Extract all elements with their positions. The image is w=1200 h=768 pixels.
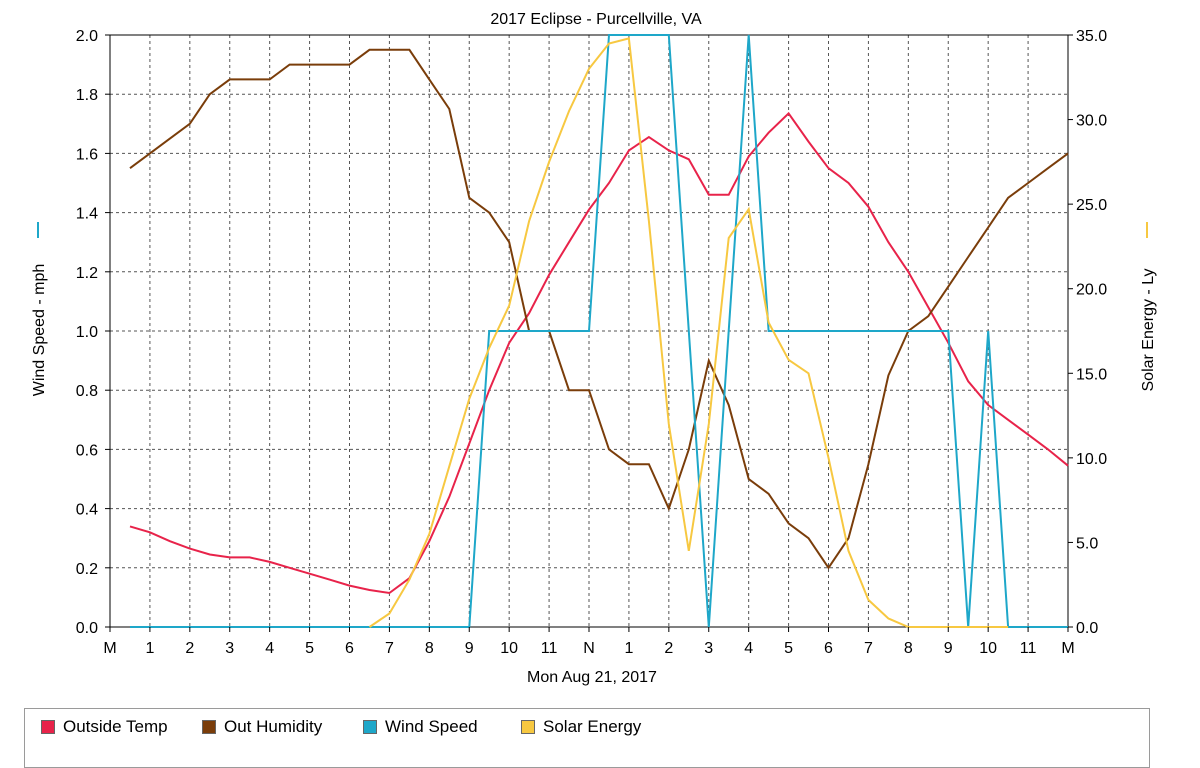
y-right-tick-label: 30.0 xyxy=(1076,113,1107,130)
x-tick-label: 5 xyxy=(305,640,314,657)
legend-swatch-out-humidity xyxy=(202,720,216,734)
y-left-tick-label: 0.0 xyxy=(76,620,98,637)
x-tick-label: 1 xyxy=(624,640,633,657)
x-tick-label: 7 xyxy=(385,640,394,657)
y-right-tick-label: 10.0 xyxy=(1076,451,1107,468)
x-tick-label: 4 xyxy=(744,640,753,657)
chart-title: 2017 Eclipse - Purcellville, VA xyxy=(490,11,702,28)
y-right-tick-label: 0.0 xyxy=(1076,620,1098,637)
x-tick-label: 11 xyxy=(1020,640,1037,657)
x-tick-label: 1 xyxy=(145,640,154,657)
x-tick-label: M xyxy=(103,640,116,657)
left-axis-label: Wind Speed - mph xyxy=(31,264,48,397)
x-tick-label: 8 xyxy=(904,640,913,657)
x-tick-label: 5 xyxy=(784,640,793,657)
legend-item-out-humidity[interactable]: Out Humidity xyxy=(202,717,322,737)
x-tick-label: 10 xyxy=(500,640,518,657)
legend-label-wind-speed: Wind Speed xyxy=(385,717,478,736)
y-left-tick-label: 0.8 xyxy=(76,383,98,400)
y-left-tick-label: 0.2 xyxy=(76,561,98,578)
right-axis-label-group: Solar Energy - Ly xyxy=(1140,222,1157,392)
y-right-tick-label: 35.0 xyxy=(1076,28,1107,45)
y-left-tick-label: 2.0 xyxy=(76,28,98,45)
right-axis-label: Solar Energy - Ly xyxy=(1140,268,1157,391)
y-right-tick-label: 20.0 xyxy=(1076,282,1107,299)
y-right-tick-label: 25.0 xyxy=(1076,197,1107,214)
y-right-tick-label: 15.0 xyxy=(1076,366,1107,383)
y-right-tick-label: 5.0 xyxy=(1076,535,1098,552)
x-tick-label: 9 xyxy=(465,640,474,657)
legend-label-out-humidity: Out Humidity xyxy=(224,717,323,736)
legend-item-solar-energy[interactable]: Solar Energy xyxy=(521,717,641,737)
x-axis-label: Mon Aug 21, 2017 xyxy=(527,669,657,686)
legend-label-solar-energy: Solar Energy xyxy=(543,717,642,736)
x-tick-label: N xyxy=(583,640,595,657)
legend-item-outside-temp[interactable]: Outside Temp xyxy=(41,717,168,737)
x-tick-label: 10 xyxy=(979,640,997,657)
x-tick-label: 7 xyxy=(864,640,873,657)
series-line-wind-speed xyxy=(130,34,1068,628)
legend-label-outside-temp: Outside Temp xyxy=(63,717,168,736)
legend: Outside Temp Out Humidity Wind Speed Sol… xyxy=(24,708,1150,768)
x-tick-label: M xyxy=(1061,640,1074,657)
series-line-solar-energy xyxy=(368,37,1009,628)
series-line-out-humidity xyxy=(129,48,1069,570)
chart-svg: 2017 Eclipse - Purcellville, VA M 1 2 3 4 5 6 7… xyxy=(31,11,1157,686)
x-tick-label: 6 xyxy=(824,640,833,657)
x-tick-label: 11 xyxy=(541,640,558,657)
x-tick-label: 8 xyxy=(425,640,434,657)
x-tick-label: 3 xyxy=(225,640,234,657)
legend-swatch-outside-temp xyxy=(41,720,55,734)
y-left-tick-label: 0.6 xyxy=(76,442,98,459)
legend-swatch-wind-speed xyxy=(363,720,377,734)
x-tick-label: 2 xyxy=(664,640,673,657)
x-tick-label: 3 xyxy=(704,640,713,657)
y-left-tick-label: 0.4 xyxy=(76,502,98,519)
y-left-tick-label: 1.6 xyxy=(76,146,98,163)
legend-swatch-solar-energy xyxy=(521,720,535,734)
y-left-tick-label: 1.8 xyxy=(76,87,98,104)
x-tick-label: 2 xyxy=(185,640,194,657)
axes-layer: M 1 2 3 4 5 6 7 8 9 10 11 N 1 2 3 4 5 6 7 8 9 10 11 M0.00.20.40.… xyxy=(76,28,1107,657)
series-layer xyxy=(129,34,1069,628)
y-left-tick-label: 1.2 xyxy=(76,265,98,282)
y-left-tick-label: 1.0 xyxy=(76,324,98,341)
x-tick-label: 9 xyxy=(944,640,953,657)
x-tick-label: 6 xyxy=(345,640,354,657)
legend-item-wind-speed[interactable]: Wind Speed xyxy=(363,717,478,737)
left-axis-label-group: Wind Speed - mph xyxy=(31,222,48,396)
x-tick-label: 4 xyxy=(265,640,274,657)
y-left-tick-label: 1.4 xyxy=(76,206,98,223)
